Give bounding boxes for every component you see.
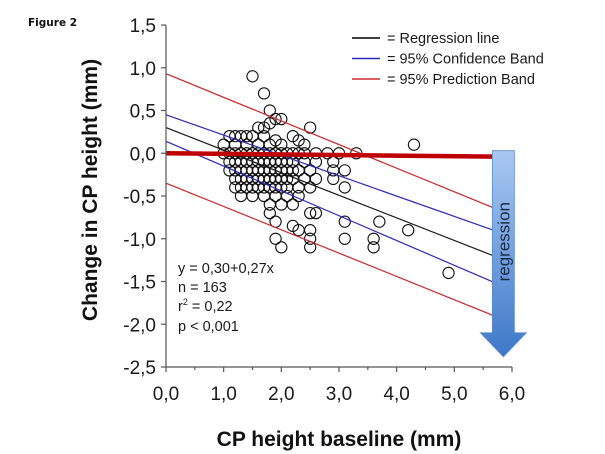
axes: 1,5 1,0 0,5 0,0 -0,5 -1,0 -1,5 -2,0 -2,5 0,0 1,0 2… [123, 16, 525, 405]
data-point [223, 129, 236, 143]
data-point [304, 206, 317, 220]
y-tick-label: -2,0 [123, 315, 156, 336]
figure-label: Figure 2 [28, 17, 78, 29]
data-point [304, 181, 317, 194]
regression-line [165, 127, 497, 258]
regression-arrow: regression [479, 150, 528, 358]
data-point [338, 164, 351, 177]
data-point [402, 224, 415, 237]
data-point [304, 164, 317, 177]
y-tick-label: -0,5 [123, 187, 156, 208]
y-tick-label: 0,5 [130, 102, 156, 123]
x-axis-ticks: 0,0 1,0 2,0 3,0 4,0 5,0 6,0 [153, 367, 525, 405]
legend-entry: = Regression line [352, 31, 499, 47]
data-point [275, 138, 288, 151]
regression-lines [165, 73, 497, 318]
data-point [269, 189, 282, 203]
r2-superscript: 2 [183, 297, 188, 307]
confidence-lower-line [165, 140, 497, 284]
data-point [257, 129, 271, 143]
x-tick-label: 6,0 [499, 384, 525, 405]
y-tick-label: 0,0 [130, 144, 156, 165]
data-point [275, 181, 288, 194]
data-point [234, 189, 248, 203]
equation-text: y = 0,30+0,27x [178, 261, 275, 277]
y-axis-ticks: 1,5 1,0 0,5 0,0 -0,5 -1,0 -1,5 -2,0 -2,5 [123, 16, 166, 379]
data-point [257, 87, 271, 100]
data-point [257, 189, 271, 203]
y-tick-label: 1,0 [130, 59, 156, 80]
y-tick-label: -1,5 [123, 273, 156, 294]
data-point [246, 189, 259, 203]
data-point [269, 232, 282, 245]
n-text: n = 163 [178, 280, 227, 296]
legend-entry: = 95% Prediction Band [352, 72, 535, 88]
legend-entry: = 95% Confidence Band [352, 52, 544, 68]
legend-label: = 95% Confidence Band [387, 52, 544, 68]
legend: = Regression line = 95% Confidence Band = … [352, 31, 544, 88]
data-point [338, 215, 351, 228]
data-point [338, 232, 351, 245]
x-tick-label: 1,0 [210, 384, 236, 405]
data-point [298, 138, 311, 151]
y-tick-label: 1,5 [130, 16, 156, 37]
data-point [257, 121, 271, 134]
x-tick-label: 2,0 [268, 384, 294, 405]
regression-arrow-shape [479, 150, 528, 358]
r2-prefix: r [178, 299, 183, 315]
data-point [229, 129, 242, 143]
p-value-text: p < 0,001 [178, 319, 239, 335]
data-point [309, 206, 323, 220]
data-point [367, 241, 380, 254]
x-axis-title: CP height baseline (mm) [217, 428, 462, 451]
data-point [263, 206, 276, 220]
y-axis-title: Change in CP height (mm) [79, 59, 102, 321]
regression-stats: y = 0,30+0,27x n = 163 r2 = 0,22 p < 0,0… [178, 261, 275, 335]
x-tick-label: 3,0 [326, 384, 352, 405]
prediction-upper-line [165, 73, 497, 210]
data-point [367, 232, 380, 245]
legend-label: = 95% Prediction Band [387, 72, 535, 88]
y-tick-label: -2,5 [123, 358, 156, 379]
legend-label: = Regression line [387, 31, 499, 47]
data-point [407, 138, 421, 151]
x-tick-label: 4,0 [383, 384, 409, 405]
data-point [338, 181, 351, 194]
data-point [275, 198, 288, 211]
confidence-upper-line [165, 114, 497, 232]
x-tick-label: 0,0 [153, 384, 179, 405]
data-point [280, 172, 294, 186]
x-tick-label: 5,0 [441, 384, 467, 405]
data-point [275, 241, 288, 254]
data-point [286, 164, 300, 177]
y-tick-label: -1,0 [123, 230, 156, 251]
zero-reference-line [165, 151, 496, 159]
data-point [252, 121, 265, 134]
data-point [286, 198, 300, 211]
data-point [309, 172, 323, 186]
data-point [246, 70, 259, 83]
r2-value: = 0,22 [188, 299, 233, 315]
data-point [373, 215, 386, 228]
r2-text: r2 = 0,22 [178, 297, 233, 315]
regression-arrow-label: regression [494, 202, 513, 281]
data-point [304, 224, 317, 237]
prediction-lower-line [165, 182, 497, 318]
data-point [442, 266, 455, 280]
